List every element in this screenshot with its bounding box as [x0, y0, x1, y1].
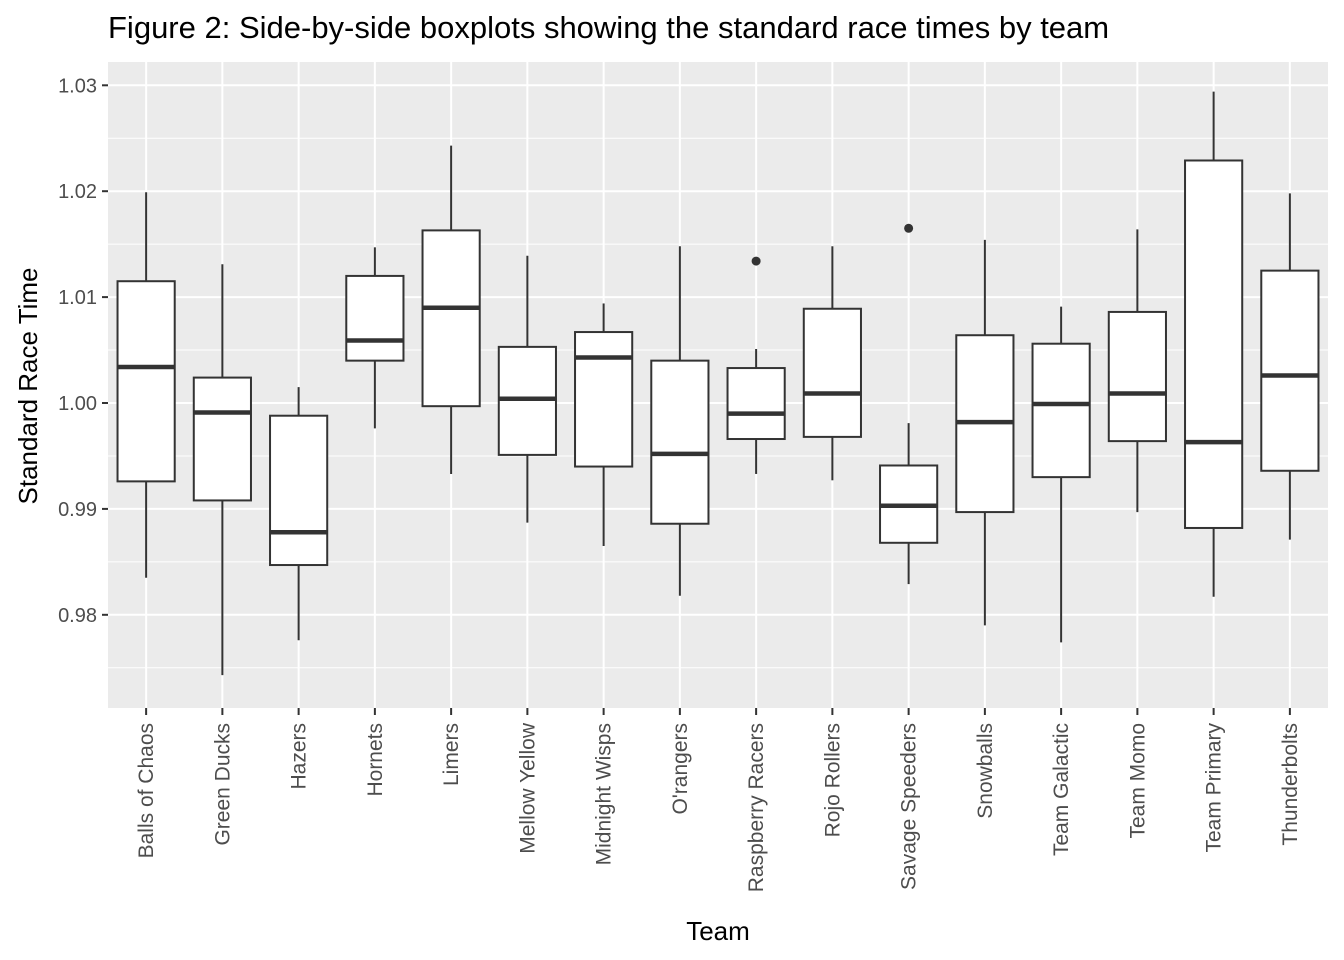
box-4 — [421, 145, 481, 474]
x-tick-label: O'rangers — [669, 723, 692, 815]
y-tick-label: 0.99 — [58, 499, 97, 521]
box-15 — [1260, 193, 1320, 540]
box-13 — [1107, 229, 1167, 513]
box-iqr — [1031, 342, 1091, 479]
box-iqr — [1260, 269, 1320, 472]
box-6 — [574, 303, 634, 546]
box-0 — [116, 192, 176, 578]
y-tick-label: 0.98 — [58, 605, 97, 627]
box-3 — [345, 247, 405, 429]
x-tick-label: Snowballs — [974, 723, 997, 819]
x-tick-label: Midnight Wisps — [593, 723, 616, 865]
box-iqr — [574, 331, 634, 468]
x-axis: Balls of Chaos Green Ducks Hazers Hornets Li… — [135, 708, 1302, 892]
box-iqr — [269, 414, 329, 567]
y-axis: 0.98 0.99 1.00 1.01 1.02 1.03 — [58, 75, 108, 627]
x-tick-label: Balls of Chaos — [135, 723, 158, 858]
box-iqr — [345, 274, 405, 362]
box-1 — [192, 264, 252, 676]
x-tick-label: Team Primary — [1203, 723, 1226, 853]
y-tick-label: 1.00 — [58, 393, 97, 415]
x-tick-label: Savage Speeders — [898, 723, 921, 890]
y-tick-label: 1.03 — [58, 75, 97, 97]
x-tick-label: Green Ducks — [211, 723, 234, 846]
outlier-point — [751, 256, 761, 266]
x-tick-label: Rojo Rollers — [821, 723, 844, 837]
box-iqr — [726, 367, 786, 441]
boxes-layer — [116, 91, 1320, 676]
box-iqr — [116, 280, 176, 483]
box-10 — [879, 223, 939, 585]
x-tick-label: Team Momo — [1126, 723, 1149, 839]
box-iqr — [192, 376, 252, 502]
y-axis-title: Standard Race Time — [13, 267, 43, 504]
x-axis-title: Team — [686, 916, 750, 946]
box-iqr — [1184, 159, 1244, 529]
box-2 — [269, 387, 329, 641]
box-iqr — [1107, 310, 1167, 443]
outlier-point — [904, 223, 914, 233]
x-tick-label: Mellow Yellow — [516, 722, 539, 854]
box-iqr — [421, 229, 481, 408]
x-tick-label: Team Galactic — [1050, 723, 1073, 856]
box-11 — [955, 239, 1015, 626]
chart-title: Figure 2: Side-by-side boxplots showing … — [108, 10, 1110, 45]
box-9 — [802, 246, 862, 481]
box-14 — [1184, 91, 1244, 597]
box-iqr — [650, 359, 710, 525]
box-8 — [726, 256, 786, 474]
box-iqr — [802, 307, 862, 438]
box-7 — [650, 246, 710, 596]
x-tick-label: Limers — [440, 723, 463, 786]
x-tick-label: Raspberry Racers — [745, 723, 768, 892]
y-tick-label: 1.02 — [58, 181, 97, 203]
x-tick-label: Hornets — [364, 723, 387, 797]
box-5 — [497, 255, 557, 523]
x-tick-label: Thunderbolts — [1279, 723, 1302, 846]
box-12 — [1031, 306, 1091, 643]
y-tick-label: 1.01 — [58, 287, 97, 309]
x-tick-label: Hazers — [288, 723, 311, 790]
